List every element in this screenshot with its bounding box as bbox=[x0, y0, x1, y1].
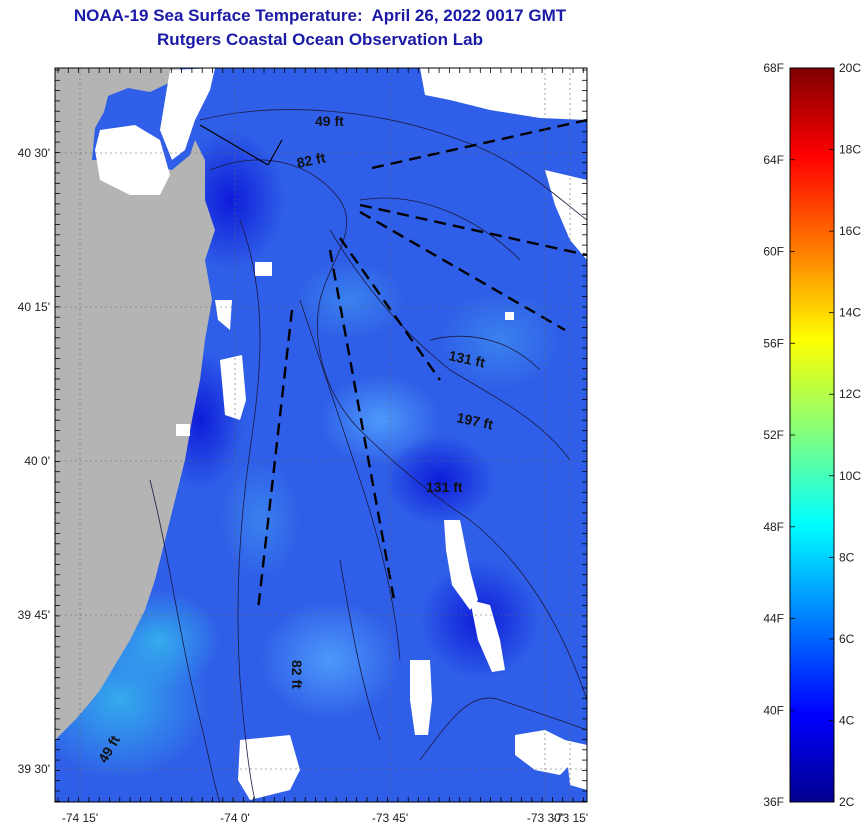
scale-label-celsius: 8C bbox=[839, 550, 855, 564]
map-frame bbox=[54, 67, 588, 803]
lon-tick-label: -73 30' bbox=[527, 811, 563, 825]
lat-tick-label: 40 0' bbox=[24, 454, 50, 468]
no-data-areas bbox=[95, 68, 587, 800]
scale-label-fahrenheit: 60F bbox=[763, 245, 784, 259]
scale-label-fahrenheit: 44F bbox=[763, 612, 784, 626]
lat-tick-label: 39 45' bbox=[18, 608, 50, 622]
depth-label: 131 ft bbox=[447, 347, 486, 370]
sst-map: 49 ft 82 ft 131 ft 197 ft 131 ft 82 ft 4… bbox=[18, 67, 588, 825]
scale-label-celsius: 10C bbox=[839, 469, 861, 483]
scale-label-fahrenheit: 56F bbox=[763, 336, 784, 350]
axis-ticks bbox=[55, 68, 587, 802]
scale-label-fahrenheit: 36F bbox=[763, 795, 784, 809]
transect-endpoints bbox=[199, 124, 283, 166]
scale-label-fahrenheit: 68F bbox=[763, 61, 784, 75]
scale-label-fahrenheit: 40F bbox=[763, 703, 784, 717]
color-scale-gradient bbox=[789, 67, 835, 803]
depth-label: 49 ft bbox=[315, 113, 344, 129]
depth-label: 82 ft bbox=[289, 660, 305, 689]
scale-label-celsius: 18C bbox=[839, 143, 861, 157]
scale-label-fahrenheit: 64F bbox=[763, 153, 784, 167]
lon-tick-label: -74 15' bbox=[62, 811, 98, 825]
lat-tick-label: 40 15' bbox=[18, 300, 50, 314]
lon-tick-label: -74 0' bbox=[220, 811, 250, 825]
depth-label: 131 ft bbox=[426, 479, 463, 495]
color-scale-bar: 68F 64F 60F 56F 52F 48F 44F 40F 36F 20C 18C 16C 14C 1… bbox=[763, 61, 861, 809]
scale-label-celsius: 16C bbox=[839, 224, 861, 238]
scale-label-celsius: 14C bbox=[839, 306, 861, 320]
transect-lines bbox=[256, 118, 587, 611]
scale-label-celsius: 20C bbox=[839, 61, 861, 75]
scale-label-fahrenheit: 52F bbox=[763, 428, 784, 442]
lat-tick-label: 39 30' bbox=[18, 762, 50, 776]
depth-label: 82 ft bbox=[295, 149, 327, 171]
scale-label-celsius: 12C bbox=[839, 387, 861, 401]
lat-tick-label: 40 30' bbox=[18, 146, 50, 160]
land-new-jersey bbox=[55, 68, 215, 740]
scale-label-fahrenheit: 48F bbox=[763, 520, 784, 534]
graticule bbox=[55, 68, 587, 802]
lon-tick-label: -73 45' bbox=[372, 811, 408, 825]
scale-label-celsius: 6C bbox=[839, 632, 855, 646]
lon-tick-label: -73 15' bbox=[552, 811, 588, 825]
scale-label-celsius: 2C bbox=[839, 795, 855, 809]
depth-label: 197 ft bbox=[455, 409, 494, 432]
scale-label-celsius: 4C bbox=[839, 713, 855, 727]
map-title: NOAA-19 Sea Surface Temperature: April 2… bbox=[73, 6, 567, 25]
map-subtitle: Rutgers Coastal Ocean Observation Lab bbox=[157, 30, 483, 49]
bathymetry-contours bbox=[149, 109, 587, 802]
